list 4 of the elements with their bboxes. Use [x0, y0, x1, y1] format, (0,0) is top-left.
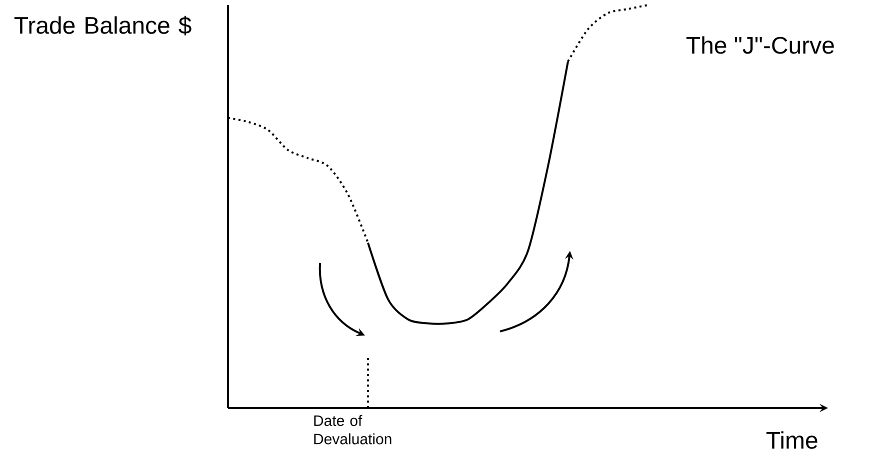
x-axis-title: Time — [766, 431, 818, 449]
text: Date of Devaluation — [314, 415, 392, 444]
y-axis-title: Trade Balance $ — [14, 16, 192, 36]
text: The "J"-Curve — [686, 36, 834, 54]
